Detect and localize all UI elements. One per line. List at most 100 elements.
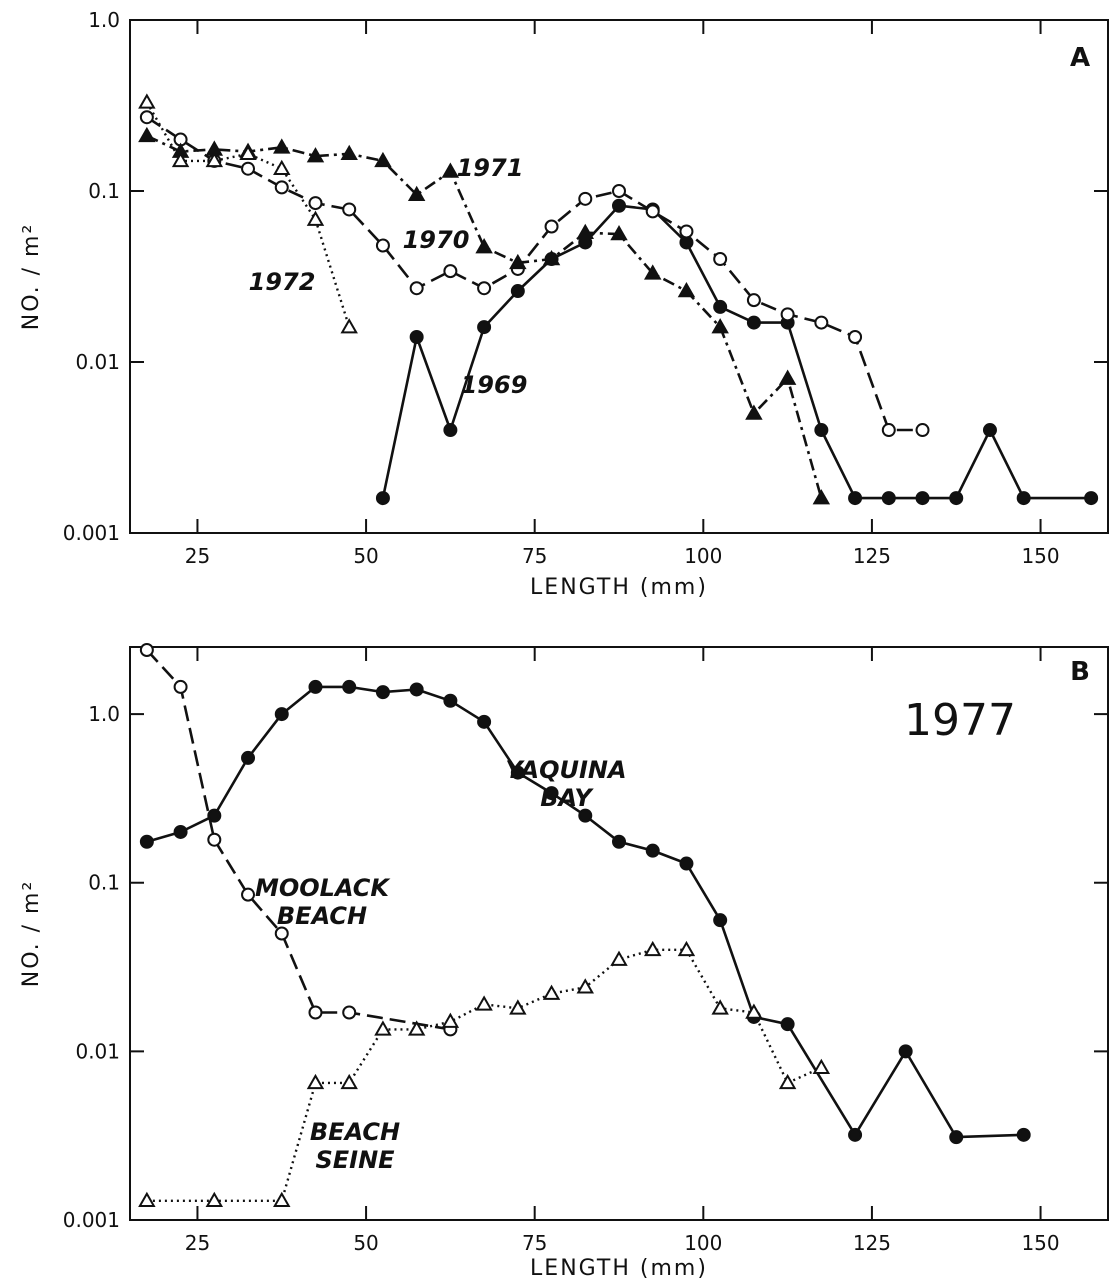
panel-b-series-yaquina-bay-point [713,913,728,928]
panel-b-series-beach-seine-point [407,1020,426,1036]
panel-a-series-1970-point [477,281,492,296]
panel-a-series-1970-point [443,264,458,279]
panel-a-x-tick-label: 25 [185,544,210,568]
panel-a-series-1971-point [340,144,358,161]
panel-a-series-1971-point [610,225,628,241]
panel-b-series-yaquina-bay-point [241,750,256,765]
panel-a-series-1969-point [746,315,761,330]
panel-b-x-tick-label: 25 [185,1231,210,1255]
panel-b-series-moolack-beach [139,642,458,1037]
panel-a-series-1971-point [576,223,594,239]
panel-b-series-moolack-beach-point [274,926,289,941]
panel-b-x-axis-title: LENGTH (mm) [530,1256,708,1281]
panel-a-series-1970-point [544,219,559,234]
panel-b-label-moolack-beach: MOOLACK BEACH [255,874,391,930]
panel-b-series-beach-seine-point [576,978,594,994]
panel-a-series-1969-point [510,284,525,299]
panel-a-series-1971-point [677,282,696,298]
panel-a-series-1969-point [982,423,997,438]
panel-b-series-yaquina-bay-point [173,824,188,839]
panel-b-series-beach-seine-point [441,1012,460,1028]
panel-b-series-yaquina-bay-point [342,679,357,694]
panel-b-chart: 25 50 75 100 125 150 0.001 0.01 0.1 1.0 LENGTH (mm… [19,642,1109,1281]
panel-b-series-moolack-beach-point [139,642,154,657]
panel-b-series-beach-seine-point [542,984,561,1000]
panel-a-series-1971-point [509,253,527,270]
panel-b-series-beach-seine-point [273,1191,291,1208]
panel-a-label-1972: 1972 [249,268,316,296]
panel-b-chart-title: 1977 [904,695,1016,746]
panel-b-y-tick-label: 1.0 [88,702,120,726]
panel-b-series-moolack-beach-point [241,887,256,902]
panel-a-series-1972 [138,93,358,334]
panel-b-series-beach-seine-point [306,1073,325,1090]
panel-a-y-axis-title: NO. / m² [19,223,44,331]
panel-a-label-1969: 1969 [461,371,528,399]
panel-a-series-1972-point [171,151,190,168]
panel-b-series-yaquina-bay-point [510,765,525,780]
panel-a-x-tick-label: 150 [1021,544,1059,568]
panel-a-series-1970-point [612,184,626,198]
panel-b-label-beach-seine: BEACH SEINE [310,1118,400,1174]
panel-b-series-moolack-beach-point [207,832,222,847]
panel-a-series-1970-point [578,191,593,206]
panel-a-series-1971-point [812,489,831,505]
panel-a-series-1969-point [713,299,728,314]
panel-a-series-1969-point [915,491,930,506]
panel-b-series-yaquina-bay-point [443,693,458,708]
panel-a-panel-letter: A [1070,43,1090,73]
panel-a-series-1970-point [746,293,761,308]
panel-a-series-1970-point [814,315,829,330]
panel-b-series-yaquina-bay-point [949,1130,964,1145]
panel-a-series-1971 [138,126,831,505]
panel-a-series-1970-point [713,252,728,267]
panel-a-series-1970-point [342,202,357,217]
panel-b-x-tick-label: 150 [1021,1231,1059,1255]
panel-b-series-yaquina-bay [139,679,1031,1145]
panel-b-series-beach-seine-point [644,940,662,957]
panel-a-series-1970-point [679,224,694,239]
panel-a-series-1970-point [881,423,896,438]
panel-a-series-1969-point [1084,491,1099,506]
panel-a-series-1969-point [612,198,626,213]
panel-b-series-beach-seine-point [610,950,628,966]
panel-b-series-yaquina-bay-point [848,1127,863,1142]
panel-b-series-yaquina-bay-point [274,707,289,722]
panel-b-series-moolack-beach-point [308,1005,323,1020]
panel-a-series-1972-point [273,159,291,175]
panel-a-series-1970-point [409,281,424,296]
panel-b-series-yaquina-bay-point [477,714,492,729]
panel-a-series-1971-point [542,250,561,266]
panel-a-x-tick-label: 50 [353,544,378,568]
panel-b-series-yaquina-bay-point [308,679,323,694]
panel-b-series-moolack-beach-point [173,679,188,694]
panel-b-x-tick-label: 100 [684,1231,722,1255]
panel-a-series-1971-point [407,185,426,202]
panel-a-series-1972-point [138,93,156,109]
panel-a-series-1971-point [475,238,493,254]
panel-a-series-1969-point [949,491,964,506]
panel-a-series-1969-point [375,491,390,506]
panel-a-series-1969-point [814,423,829,438]
panel-a-series-1969-point [409,330,424,345]
panel-a-series-1971-point [306,147,325,163]
panel-a-x-tick-label: 75 [522,544,547,568]
panel-b-series-yaquina-bay-point [645,843,660,858]
panel-b-x-tick-label: 50 [353,1231,378,1255]
panel-b-series-beach-seine [138,940,831,1208]
panel-a-y-tick-label: 1.0 [88,8,120,32]
panel-a-series-1970-point [848,330,863,345]
panel-a-series-1972-point [306,210,325,226]
panel-a-series-1969-point [1016,491,1031,506]
panel-b-y-tick-label: 0.001 [63,1208,120,1232]
panel-b-series-yaquina-bay-point [578,808,593,823]
panel-a-chart: 25 50 75 100 125 150 0.001 0.01 0.1 1.0 LENGTH (mm… [19,8,1109,600]
panel-b-series-yaquina-bay-point [1016,1127,1031,1142]
panel-a-series-1971-point [644,264,662,280]
panel-a-label-1971: 1971 [457,154,524,182]
panel-b-series-beach-seine-point [778,1073,797,1090]
panel-a-series-1971-point [745,404,763,420]
panel-a-plot-frame [129,19,1109,534]
panel-a-series-1971-line [146,134,823,499]
